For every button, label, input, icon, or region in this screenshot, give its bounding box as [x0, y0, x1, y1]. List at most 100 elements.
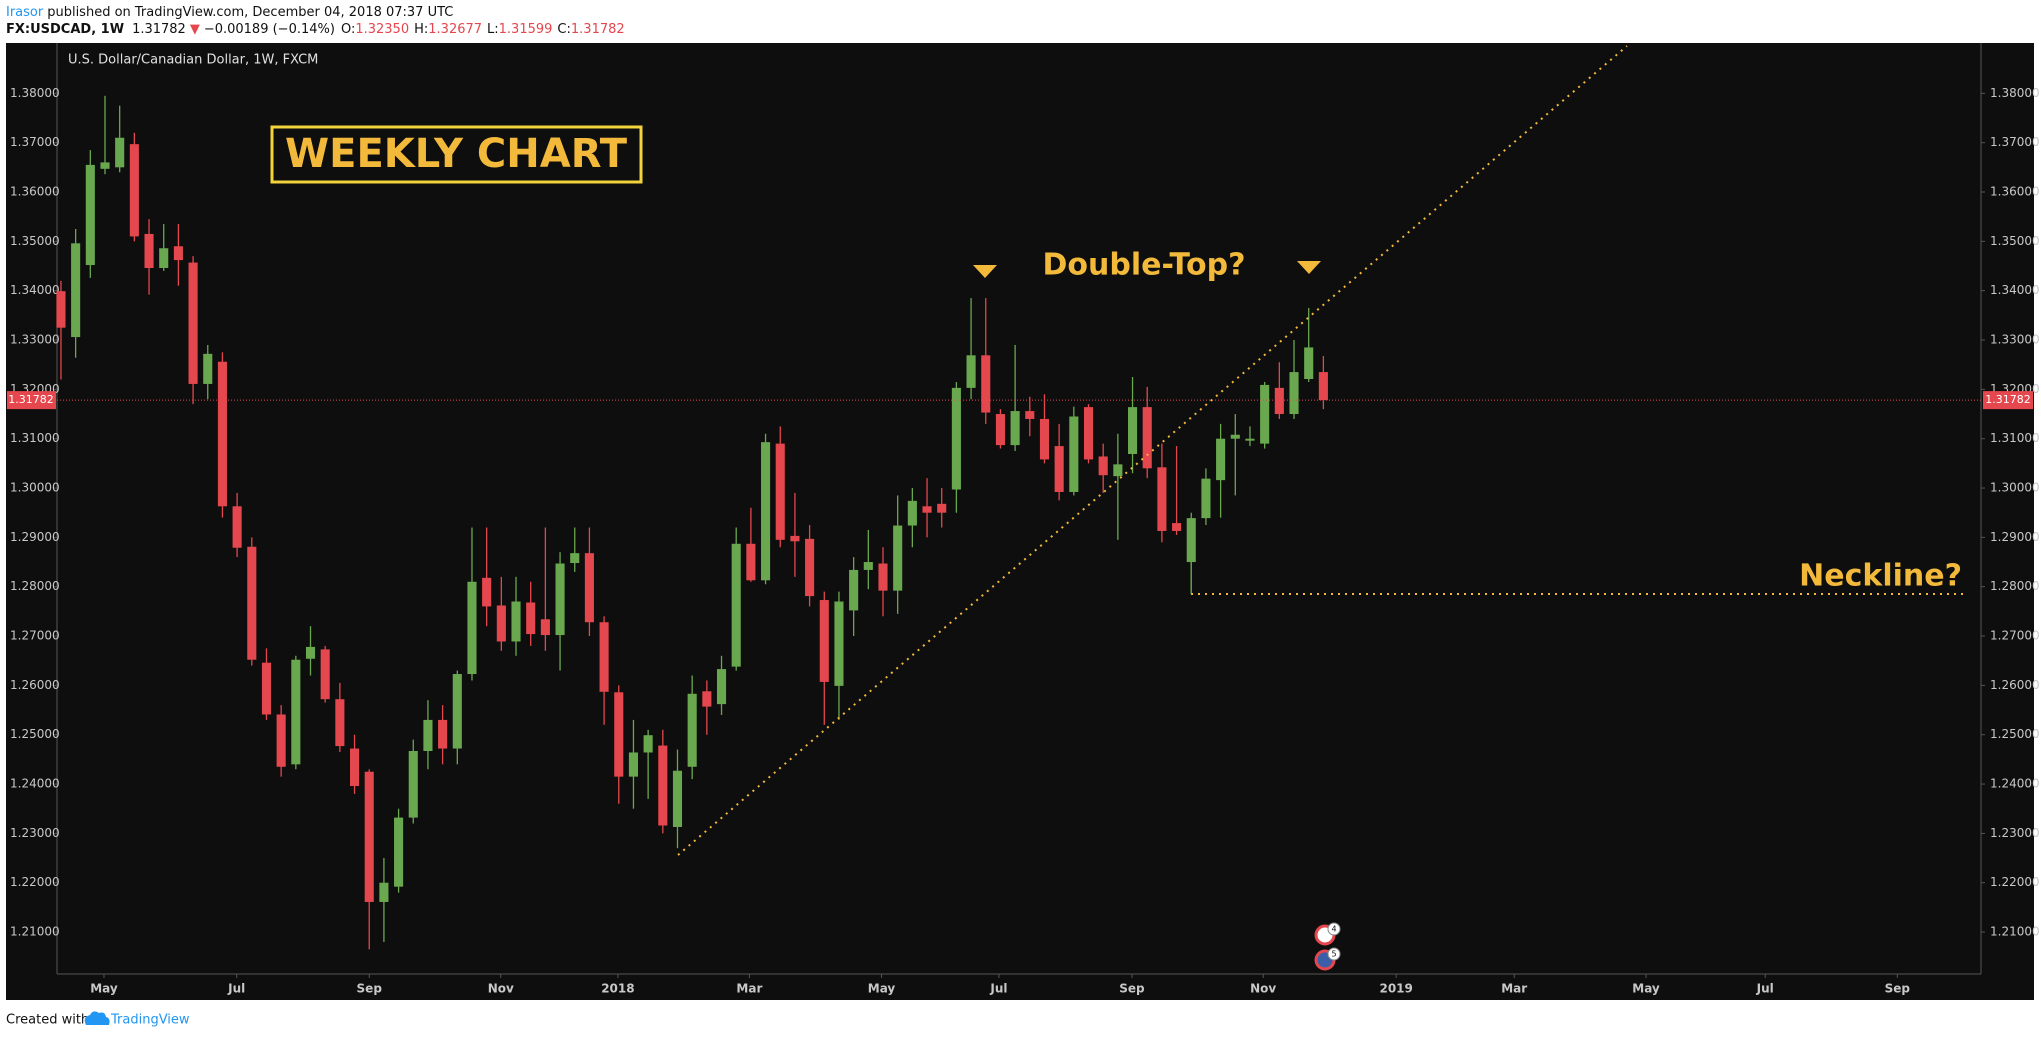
candle-body: [144, 233, 154, 268]
candle-body: [1274, 387, 1284, 415]
brand-logo: [84, 1011, 110, 1025]
candle-body: [658, 745, 668, 826]
ohlc-value: 1.32350: [355, 22, 409, 37]
brand-name[interactable]: TradingView: [110, 1013, 190, 1028]
candle-body: [100, 162, 110, 169]
candle-body: [819, 600, 829, 682]
candle-body: [555, 563, 565, 636]
candle-body: [643, 735, 653, 753]
candle-body: [71, 243, 81, 338]
candle-body: [907, 500, 917, 526]
candle-body: [526, 602, 536, 635]
chart-background: [6, 43, 2034, 1000]
candle-body: [217, 361, 227, 507]
candle-body: [672, 770, 683, 827]
x-tick-label: Sep: [1119, 982, 1145, 996]
candle-body: [379, 882, 389, 902]
y-tick-label: 1.21000: [10, 925, 60, 939]
y-tick-label: 1.36000: [1990, 185, 2040, 199]
footer-text: Created with: [6, 1013, 89, 1028]
x-tick-label: 2019: [1379, 982, 1412, 996]
candle-body: [1201, 478, 1211, 519]
candle-body: [1230, 434, 1240, 439]
y-tick-label: 1.23000: [10, 826, 60, 840]
candle-body: [599, 622, 609, 692]
y-tick-label: 1.33000: [10, 333, 60, 347]
event-count: 5: [1331, 950, 1336, 959]
candle-body: [761, 442, 771, 581]
ohlc-value: 1.31782: [571, 22, 625, 37]
y-tick-label: 1.38000: [10, 86, 60, 100]
candle-body: [687, 693, 697, 767]
neckline-label: Neckline?: [1799, 559, 1962, 594]
candle-body: [438, 719, 448, 749]
candle-body: [364, 771, 374, 902]
candle-body: [922, 506, 932, 513]
candle-body: [1113, 464, 1123, 477]
x-tick-label: May: [90, 982, 118, 996]
x-tick-label: Nov: [1250, 982, 1276, 996]
candle-body: [261, 662, 272, 715]
candle-body: [570, 553, 580, 564]
y-tick-label: 1.31000: [1990, 431, 2040, 445]
y-tick-label: 1.29000: [1990, 530, 2040, 544]
candle-body: [1245, 438, 1255, 441]
candle-body: [452, 674, 462, 749]
price-tag-label: 1.31782: [8, 393, 54, 406]
weekly-chart-label: WEEKLY CHART: [285, 131, 628, 177]
candle-body: [1025, 411, 1035, 419]
candle-body: [1216, 438, 1226, 481]
candle-body: [995, 414, 1005, 446]
candle-body: [716, 669, 727, 705]
candle-body: [805, 538, 815, 597]
candle-body: [966, 355, 976, 388]
candle-body: [1304, 347, 1314, 379]
candle-body: [335, 699, 345, 747]
candle-body: [203, 353, 213, 384]
y-tick-label: 1.27000: [1990, 629, 2040, 643]
top-marker: [1297, 261, 1321, 274]
y-tick-label: 1.26000: [1990, 678, 2040, 692]
candle-body: [1289, 372, 1299, 415]
candle-body: [878, 563, 888, 591]
candle-body: [1260, 384, 1270, 444]
candle-body: [423, 719, 433, 751]
plot-area: 1.21000 1.21000 1.22000 1.22000 1.23000 1.230…: [7, 86, 2040, 996]
candle-body: [1039, 418, 1050, 460]
trend-line: [677, 45, 1628, 856]
x-tick-label: May: [868, 982, 896, 996]
candle-body: [394, 817, 404, 887]
y-tick-label: 1.31000: [10, 431, 60, 445]
candle-body: [467, 581, 477, 675]
ohlc-label: C:: [557, 22, 570, 37]
x-tick-label: May: [1632, 982, 1660, 996]
x-tick-label: Nov: [488, 982, 514, 996]
x-tick-label: Jul: [1756, 982, 1774, 996]
candle-body: [1142, 407, 1152, 469]
candle-body: [981, 355, 991, 413]
candle-body: [482, 577, 492, 607]
ohlc-value: 1.32677: [428, 22, 482, 37]
candle-body: [349, 748, 360, 787]
event-count: 4: [1331, 925, 1336, 934]
published: published on TradingView.com, December 0…: [47, 5, 453, 20]
candle-body: [951, 387, 961, 490]
arrow: ▼: [190, 22, 200, 37]
symbol: FX:USDCAD, 1W: [6, 22, 124, 37]
candle-body: [731, 543, 741, 667]
author[interactable]: Irasor: [6, 5, 44, 20]
candle-body: [129, 144, 139, 237]
x-tick-label: Mar: [1501, 982, 1527, 996]
candle-body: [1127, 407, 1138, 454]
candle-body: [863, 562, 873, 570]
candle-body: [320, 649, 330, 700]
candle-body: [232, 506, 242, 548]
x-tick-label: Sep: [1885, 982, 1911, 996]
candle-body: [496, 605, 506, 642]
candle-body: [247, 546, 257, 660]
candle-body: [56, 291, 66, 328]
candle-body: [188, 262, 198, 384]
chart-title: U.S. Dollar/Canadian Dollar, 1W, FXCM: [68, 53, 318, 68]
